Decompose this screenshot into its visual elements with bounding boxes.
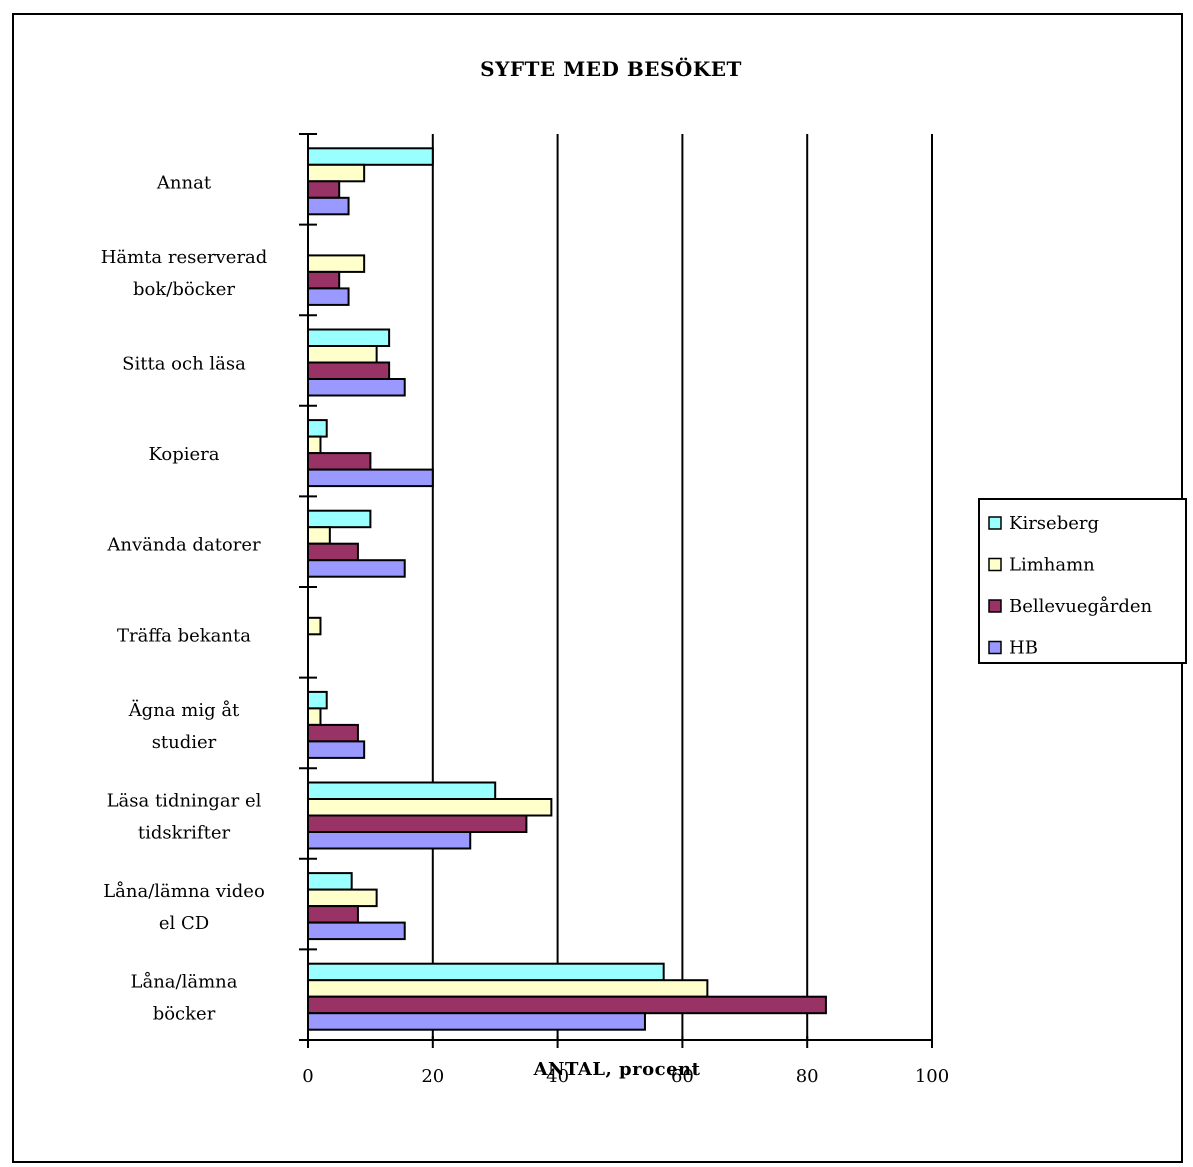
bar-bellevuegården-6 bbox=[307, 723, 359, 743]
bar-hb-7 bbox=[307, 831, 472, 850]
category-label-5: Träffa bekanta bbox=[117, 625, 251, 646]
bar-hb-9 bbox=[307, 1012, 646, 1031]
bar-limhamn-0 bbox=[307, 163, 366, 183]
category-label-8: Låna/lämna video bbox=[103, 880, 265, 902]
category-label-7: tidskrifter bbox=[138, 823, 231, 844]
bar-hb-6 bbox=[307, 740, 366, 759]
bar-bellevuegården-7 bbox=[307, 814, 528, 833]
bar-kirseberg-0 bbox=[307, 147, 434, 166]
bar-hb-3 bbox=[307, 468, 434, 488]
x-tick-labels: 0 20 40 60 80 100 bbox=[302, 1066, 949, 1087]
bar-kirseberg-9 bbox=[307, 962, 665, 982]
bar-bellevuegården-9 bbox=[307, 995, 827, 1015]
bar-bellevuegården-4 bbox=[307, 542, 359, 562]
category-label-4: Använda datorer bbox=[106, 535, 261, 556]
bar-kirseberg-4 bbox=[307, 509, 372, 529]
bar-bellevuegården-2 bbox=[307, 361, 391, 380]
bar-limhamn-9 bbox=[307, 979, 709, 998]
bar-hb-0 bbox=[307, 196, 350, 216]
chart-title: SYFTE MED BESÖKET bbox=[480, 56, 742, 81]
bar-kirseberg-2 bbox=[307, 328, 391, 347]
x-tick-label-60: 60 bbox=[671, 1066, 694, 1087]
legend-swatch-limhamn bbox=[988, 557, 1002, 572]
bar-hb-2 bbox=[307, 378, 406, 397]
bar-bellevuegården-0 bbox=[307, 180, 341, 199]
bar-hb-8 bbox=[307, 921, 406, 941]
x-tick-label-100: 100 bbox=[915, 1066, 949, 1087]
bar-kirseberg-6 bbox=[307, 690, 328, 710]
bar-kirseberg-7 bbox=[307, 781, 497, 800]
bars bbox=[307, 147, 827, 1031]
x-tick-label-20: 20 bbox=[421, 1066, 444, 1087]
bar-limhamn-5 bbox=[307, 616, 322, 636]
bar-limhamn-4 bbox=[307, 526, 331, 545]
legend-swatch-hb bbox=[988, 640, 1002, 655]
bar-bellevuegården-8 bbox=[307, 905, 359, 924]
bar-limhamn-2 bbox=[307, 345, 378, 364]
bar-kirseberg-3 bbox=[307, 419, 328, 438]
category-label-3: Kopiera bbox=[148, 444, 219, 465]
bar-hb-1 bbox=[307, 287, 350, 306]
bar-limhamn-3 bbox=[307, 435, 322, 455]
category-label-0: Annat bbox=[156, 172, 212, 193]
category-label-9: Låna/lämna bbox=[131, 971, 238, 993]
bar-limhamn-7 bbox=[307, 798, 553, 817]
axes bbox=[299, 133, 933, 1048]
legend-label-limhamn: Limhamn bbox=[1009, 555, 1095, 576]
legend-label-kirseberg: Kirseberg bbox=[1009, 513, 1099, 534]
x-axis-label: ANTAL, procent bbox=[533, 1059, 701, 1080]
bar-bellevuegården-1 bbox=[307, 270, 341, 290]
bar-bellevuegården-3 bbox=[307, 452, 372, 471]
category-label-9: böcker bbox=[153, 1004, 216, 1025]
bar-kirseberg-8 bbox=[307, 872, 353, 891]
legend-label-bellevuegården: Bellevuegården bbox=[1009, 595, 1152, 617]
bar-limhamn-8 bbox=[307, 888, 378, 908]
bar-limhamn-1 bbox=[307, 254, 366, 273]
bar-hb-4 bbox=[307, 559, 406, 578]
legend-swatch-bellevuegården bbox=[988, 599, 1002, 613]
category-label-7: Läsa tidningar el bbox=[107, 791, 262, 812]
x-tick-label-40: 40 bbox=[546, 1066, 569, 1087]
legend-swatch-kirseberg bbox=[988, 516, 1002, 530]
legend-label-hb: HB bbox=[1009, 638, 1038, 659]
gridlines bbox=[431, 134, 933, 1040]
category-label-2: Sitta och läsa bbox=[122, 354, 246, 375]
legend: Kirseberg Limhamn Bellevuegården HB bbox=[978, 498, 1187, 664]
x-tick-label-0: 0 bbox=[302, 1066, 313, 1087]
category-label-1: Hämta reserverad bbox=[101, 247, 268, 268]
category-label-6: Ägna mig åt bbox=[128, 698, 240, 721]
category-label-1: bok/böcker bbox=[133, 279, 235, 300]
category-label-8: el CD bbox=[159, 913, 209, 934]
x-tick-label-80: 80 bbox=[796, 1066, 819, 1087]
category-labels: Annat Hämta reserverad bok/böcker Sitta och… bbox=[101, 172, 268, 1024]
category-label-6: studier bbox=[152, 732, 217, 753]
legend-box bbox=[978, 498, 1187, 664]
bar-limhamn-6 bbox=[307, 707, 322, 726]
